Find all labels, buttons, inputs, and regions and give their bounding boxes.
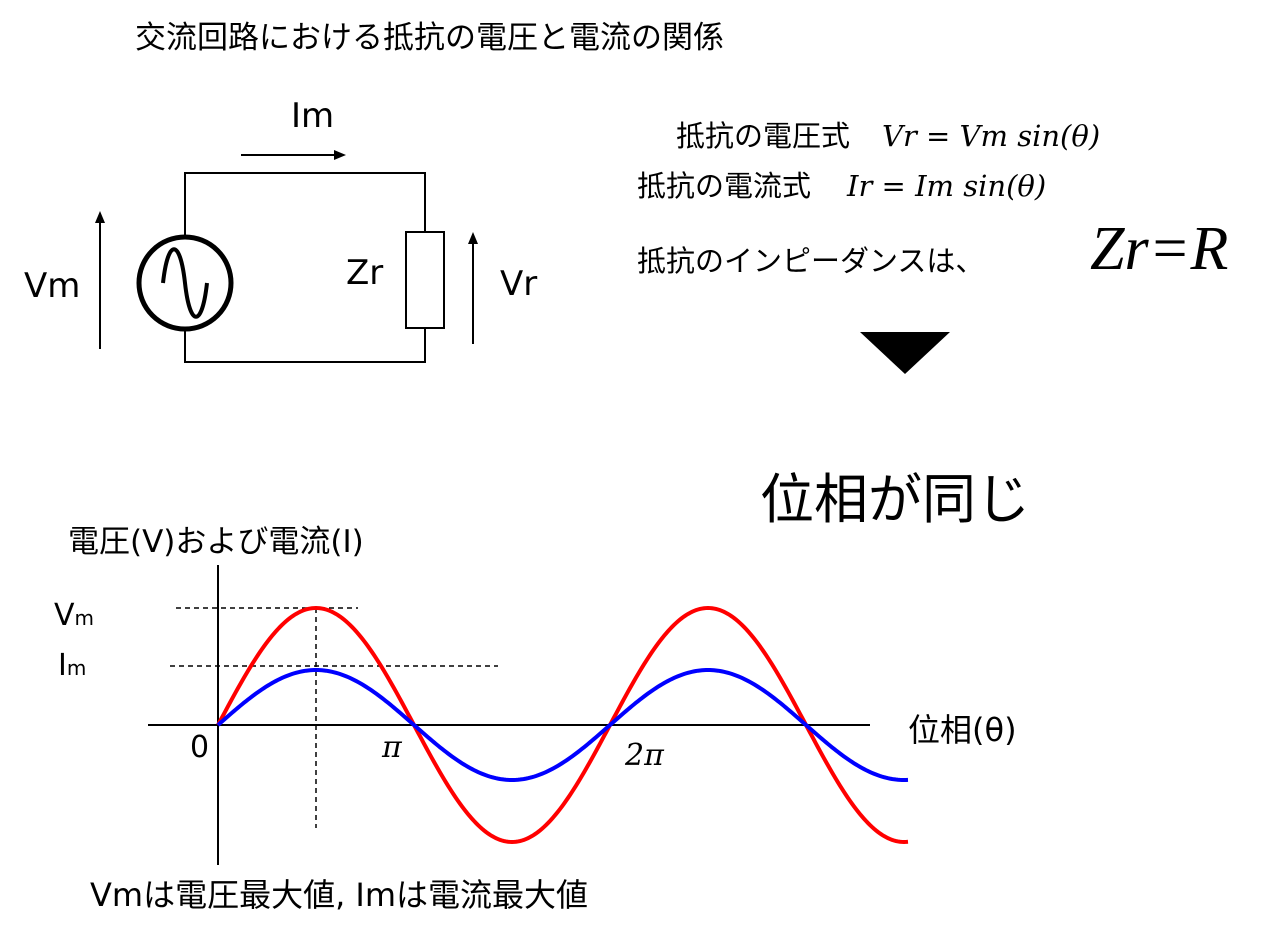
y-tick-label-vm: Vm <box>54 598 94 633</box>
current-equation: 抵抗の電流式 Ir = Im sin(θ) <box>637 163 1046 205</box>
phase-conclusion: 位相が同じ <box>760 468 1030 531</box>
current-equation-prefix: 抵抗の電流式 <box>637 169 812 203</box>
resistor <box>405 231 445 329</box>
circuit-wire <box>184 172 426 235</box>
source-voltage-label: Vm <box>24 266 81 306</box>
vm-tick-main: V <box>54 598 75 633</box>
current-label: Im <box>291 96 335 136</box>
current-curve <box>216 668 909 782</box>
voltage-equation: 抵抗の電圧式 Vr = Vm sin(θ) <box>676 113 1100 155</box>
x-tick-label-2pi: 2π <box>625 738 664 773</box>
im-tick-main: I <box>58 648 67 683</box>
voltage-curve <box>216 605 909 845</box>
chart-y-label: 電圧(V)および電流(I) <box>68 524 364 560</box>
impedance-formula: Zr=R <box>1090 215 1229 283</box>
impedance-equation-prefix: 抵抗のインピーダンスは、 <box>637 244 985 278</box>
x-tick-label-pi: π <box>382 730 402 765</box>
down-triangle-icon <box>860 332 950 374</box>
current-formula: Ir = Im sin(θ) <box>847 169 1047 203</box>
im-tick-sub: m <box>66 656 87 680</box>
impedance-equation: 抵抗のインピーダンスは、 <box>637 238 984 280</box>
chart-x-label: 位相(θ) <box>908 711 1017 749</box>
x-tick-label-0: 0 <box>190 730 210 765</box>
voltage-equation-prefix: 抵抗の電圧式 <box>676 119 851 153</box>
circuit-wire <box>184 328 426 363</box>
resistor-voltage-label: Vr <box>500 264 538 304</box>
voltage-formula: Vr = Vm sin(θ) <box>882 119 1101 153</box>
sine-wave-icon <box>161 247 209 319</box>
vm-tick-sub: m <box>74 606 95 630</box>
resistor-label: Zr <box>346 253 384 293</box>
y-tick-label-im: Im <box>58 648 86 683</box>
footnote: Vmは電圧最大値, Imは電流最大値 <box>90 876 589 914</box>
diagram-title: 交流回路における抵抗の電圧と電流の関係 <box>135 20 724 56</box>
